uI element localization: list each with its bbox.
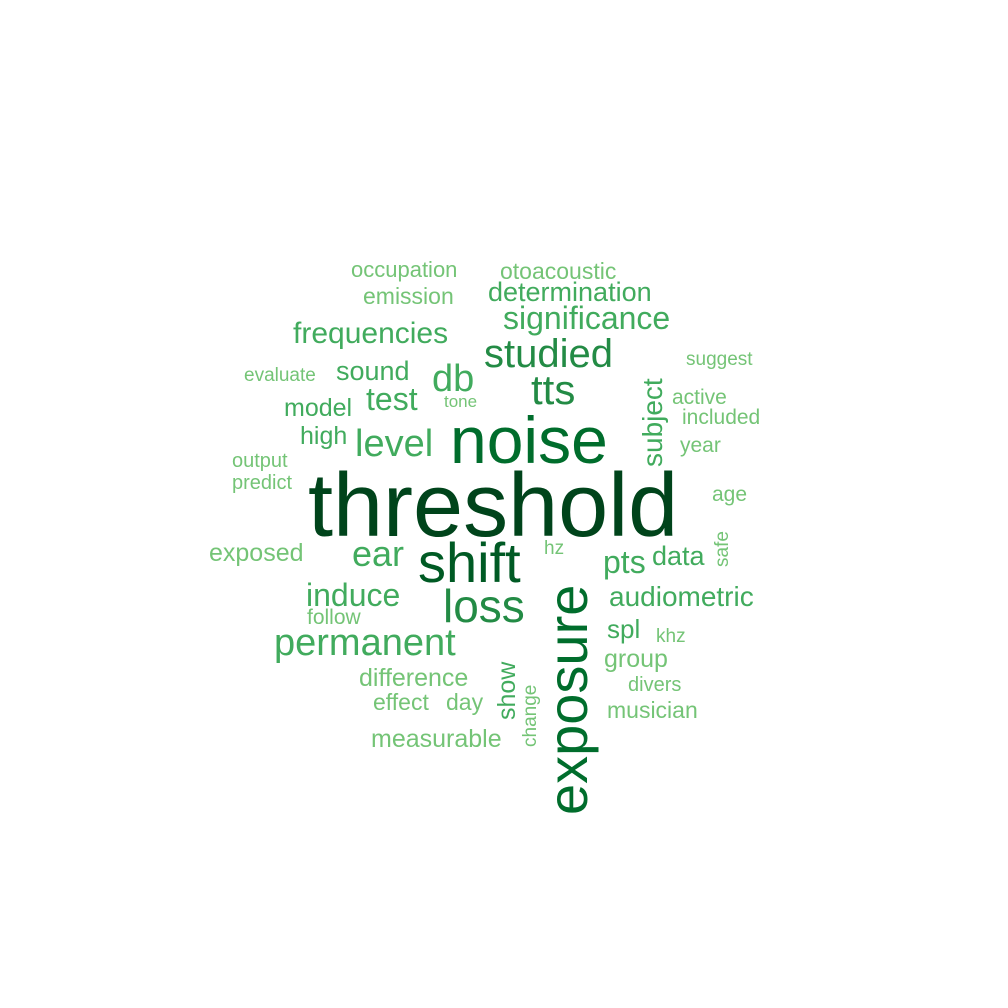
word-subject: subject	[637, 378, 668, 467]
word-sound: sound	[336, 356, 410, 386]
word-group: group	[604, 645, 668, 673]
word-measurable: measurable	[371, 725, 502, 753]
word-included: included	[682, 406, 761, 429]
word-musician: musician	[607, 697, 698, 723]
word-follow: follow	[307, 606, 361, 629]
word-year: year	[680, 434, 721, 457]
word-change: change	[520, 684, 541, 747]
word-induce: induce	[306, 577, 401, 613]
word-tone: tone	[444, 392, 478, 411]
word-model: model	[284, 394, 353, 422]
word-audiometric: audiometric	[609, 581, 754, 612]
word-day: day	[446, 689, 484, 715]
word-hz: hz	[544, 538, 565, 559]
word-determination: determination	[488, 277, 652, 307]
word-ear: ear	[352, 533, 405, 574]
word-khz: khz	[656, 626, 686, 647]
word-predict: predict	[232, 472, 293, 494]
word-significance: significance	[503, 300, 671, 336]
word-high: high	[300, 422, 348, 450]
word-occupation: occupation	[351, 257, 458, 282]
word-active: active	[672, 386, 727, 409]
word-evaluate: evaluate	[244, 365, 316, 386]
word-difference: difference	[359, 664, 469, 692]
word-studied: studied	[484, 332, 613, 376]
word-test: test	[366, 381, 418, 417]
word-noise: noise	[450, 403, 608, 477]
word-suggest: suggest	[686, 349, 753, 370]
word-effect: effect	[373, 689, 429, 715]
word-loss: loss	[443, 580, 525, 632]
word-divers: divers	[628, 674, 682, 696]
word-shift: shift	[418, 531, 521, 594]
word-db: db	[432, 358, 475, 400]
word-emission: emission	[363, 283, 454, 309]
word-tts: tts	[531, 366, 576, 413]
word-age: age	[712, 483, 748, 506]
word-data: data	[652, 541, 705, 571]
word-level: level	[355, 423, 434, 465]
word-frequencies: frequencies	[293, 317, 449, 350]
word-safe: safe	[712, 531, 733, 567]
word-exposure: exposure	[536, 584, 599, 815]
word-show: show	[493, 661, 521, 720]
word-pts: pts	[603, 544, 646, 580]
word-otoacoustic: otoacoustic	[500, 258, 617, 284]
word-threshold: threshold	[308, 456, 679, 556]
word-output: output	[232, 450, 288, 472]
word-exposed: exposed	[209, 539, 304, 567]
word-spl: spl	[607, 614, 641, 644]
word-permanent: permanent	[274, 622, 456, 664]
